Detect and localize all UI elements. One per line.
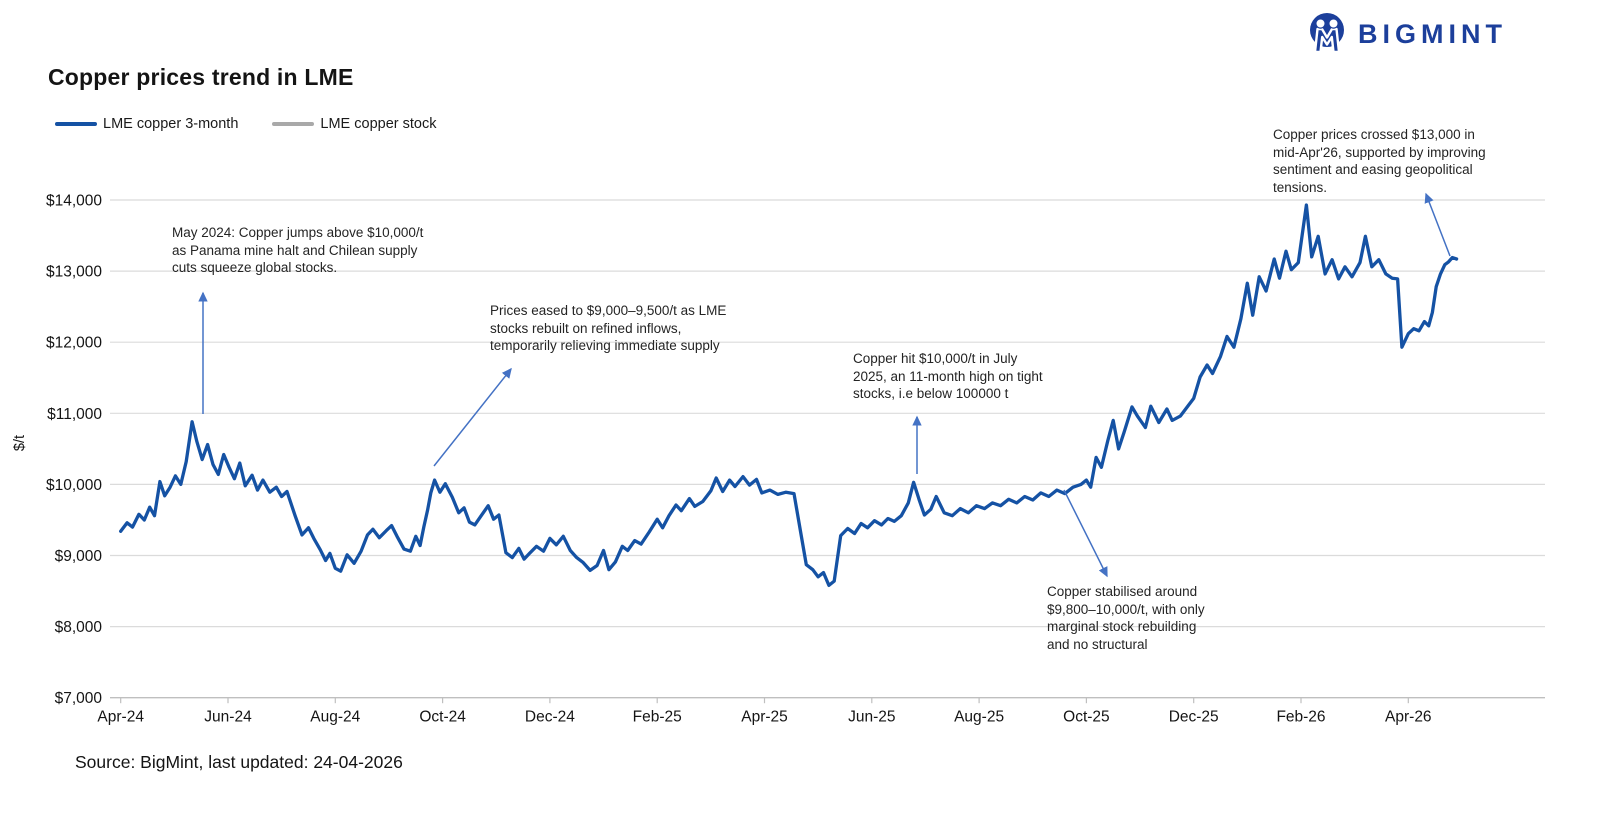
annotation-text-line: stocks, i.e below 100000 t bbox=[853, 386, 1009, 402]
annotation-text-line: cuts squeeze global stocks. bbox=[172, 260, 338, 276]
gridlines-layer bbox=[110, 199, 1545, 699]
legend-label: LME copper stock bbox=[320, 116, 437, 132]
annotation-arrows-layer bbox=[198, 192, 1451, 578]
y-tick-label: $9,000 bbox=[55, 548, 103, 565]
y-tick-label: $14,000 bbox=[46, 193, 102, 210]
x-tick-label: Aug-25 bbox=[954, 709, 1004, 726]
annotation-may-2024-spike: May 2024: Copper jumps above $10,000/t as… bbox=[172, 224, 423, 277]
price-line bbox=[119, 203, 1459, 588]
annotation-text-line: May 2024: Copper jumps above $10,000/t bbox=[172, 225, 424, 240]
x-tick-label: Dec-24 bbox=[525, 709, 575, 726]
annotation-text-line: Copper hit $10,000/t in July bbox=[853, 351, 1018, 366]
x-tick-label: Jun-24 bbox=[204, 709, 252, 726]
x-tick-label: Apr-24 bbox=[97, 709, 144, 726]
annotation-arrow bbox=[1424, 192, 1451, 257]
x-tick-label: Oct-25 bbox=[1063, 709, 1110, 726]
x-tick-label: Jun-25 bbox=[848, 709, 895, 726]
y-tick-label: $11,000 bbox=[47, 406, 102, 423]
annotation-text-line: 2025, an 11-month high on tight bbox=[853, 368, 1043, 384]
annotation-copper-stabilised: Copper stabilised around $9,800–10,000/t,… bbox=[1047, 583, 1205, 653]
y-tick-label: $12,000 bbox=[46, 335, 102, 352]
annotation-text-line: sentiment and easing geopolitical bbox=[1273, 162, 1473, 178]
annotation-text-line: Copper prices crossed $13,000 in bbox=[1273, 127, 1475, 142]
legend-swatch-gray-line bbox=[272, 121, 315, 127]
annotation-arrow bbox=[1063, 489, 1108, 578]
x-tick-label: Apr-25 bbox=[741, 709, 788, 726]
x-tick-label: Feb-26 bbox=[1276, 709, 1325, 726]
annotation-text-line: Copper stabilised around bbox=[1047, 584, 1198, 599]
annotation-arrow bbox=[433, 367, 512, 467]
annotation-text-line: $9,800–10,000/t, with only bbox=[1047, 601, 1205, 617]
annotation-text-line: as Panama mine halt and Chilean supply bbox=[172, 242, 418, 258]
legend-item-lme-copper-stock: LME copper stock bbox=[272, 116, 436, 132]
legend-label: LME copper 3-month bbox=[103, 116, 239, 132]
bigmint-logo: BIGMINT bbox=[1306, 12, 1507, 56]
annotation-text-line: marginal stock rebuilding bbox=[1047, 619, 1197, 635]
annotation-july-2025-high: Copper hit $10,000/t in July 2025, an 11-… bbox=[853, 350, 1043, 403]
x-tick-label: Oct-24 bbox=[419, 709, 466, 726]
legend-item-lme-copper-3month: LME copper 3-month bbox=[55, 116, 238, 132]
annotation-prices-eased: Prices eased to $9,000–9,500/t as LME sto… bbox=[490, 302, 726, 355]
source-note: Source: BigMint, last updated: 24-04-202… bbox=[75, 752, 403, 772]
chart-title: Copper prices trend in LME bbox=[48, 64, 354, 90]
annotation-text-line: and no structural bbox=[1047, 636, 1148, 652]
y-axis-title: $/t bbox=[12, 435, 28, 451]
axes-layer: $14,000 $13,000 $12,000 $11,000 $10,000 $9,00… bbox=[12, 193, 1432, 726]
annotation-text-line: mid-Apr'26, supported by improving bbox=[1273, 144, 1486, 160]
x-tick-label: Dec-25 bbox=[1169, 709, 1219, 726]
y-tick-label: $10,000 bbox=[46, 477, 102, 494]
y-tick-label: $13,000 bbox=[46, 264, 102, 281]
series-layer bbox=[119, 203, 1459, 588]
x-tick-label: Apr-26 bbox=[1385, 709, 1432, 726]
y-tick-label: $8,000 bbox=[55, 619, 103, 636]
x-tick-label: Aug-24 bbox=[310, 709, 360, 726]
legend-swatch-blue-line bbox=[55, 121, 97, 127]
x-tick-label: Feb-25 bbox=[633, 709, 682, 726]
chart-legend: LME copper 3-month LME copper stock bbox=[55, 116, 436, 132]
annotation-text-line: Prices eased to $9,000–9,500/t as LME bbox=[490, 303, 727, 318]
bigmint-logo-icon bbox=[1310, 13, 1344, 54]
annotation-text-line: tensions. bbox=[1273, 179, 1328, 195]
annotation-crossed-13000: Copper prices crossed $13,000 in mid-Apr'… bbox=[1273, 126, 1486, 196]
annotation-text-line: temporarily relieving immediate supply bbox=[490, 338, 720, 354]
bigmint-logo-text: BIGMINT bbox=[1358, 18, 1507, 49]
y-tick-label: $7,000 bbox=[55, 690, 103, 707]
annotation-text-line: stocks rebuilt on refined inflows, bbox=[490, 320, 682, 336]
